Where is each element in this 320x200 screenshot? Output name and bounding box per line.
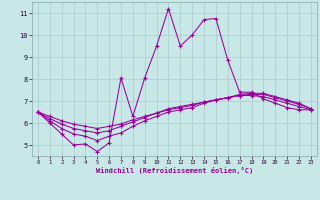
X-axis label: Windchill (Refroidissement éolien,°C): Windchill (Refroidissement éolien,°C)	[96, 167, 253, 174]
